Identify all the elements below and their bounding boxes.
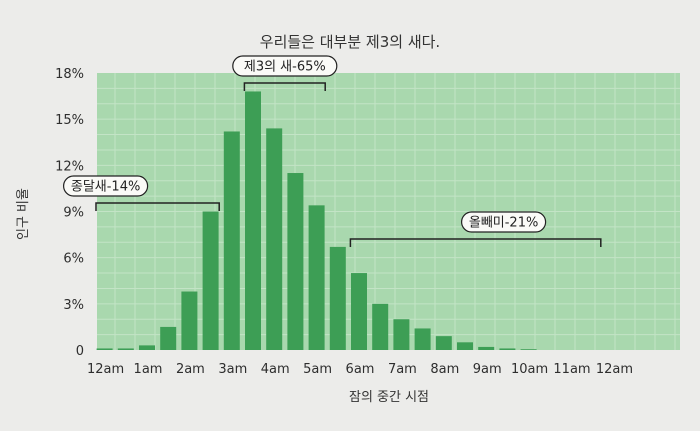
bar [414, 328, 431, 350]
bar [96, 348, 113, 350]
y-tick-label: 3% [63, 298, 84, 313]
bar [117, 348, 134, 350]
x-tick-label: 9am [473, 362, 502, 377]
y-axis-label: 인구 비율 [16, 188, 31, 240]
bracket-label-box [232, 55, 338, 77]
x-tick-label: 2am [176, 362, 205, 377]
bar [478, 346, 495, 350]
x-tick-label: 12am [596, 362, 633, 377]
bar [351, 273, 367, 350]
bracket-label-box [62, 175, 149, 197]
x-tick-label: 12am [87, 362, 124, 377]
bar [457, 342, 473, 350]
x-axis-label: 잠의 중간 시점 [349, 390, 429, 405]
x-tick-label: 11am [553, 362, 590, 377]
x-tick-label: 5am [303, 362, 332, 377]
bar [287, 173, 304, 350]
bar [372, 303, 389, 350]
x-tick-label: 8am [430, 362, 459, 377]
bar [329, 246, 346, 350]
x-tick-label: 7am [388, 362, 417, 377]
bar [266, 128, 283, 350]
bracket-label-box [461, 211, 547, 233]
bar [223, 131, 240, 350]
bracket-label: 제3의 새-65% [244, 60, 326, 75]
y-tick-label: 12% [55, 159, 84, 174]
bar [499, 348, 516, 350]
bar [393, 319, 410, 350]
bars [96, 91, 537, 350]
x-tick-label: 4am [261, 362, 290, 377]
bracket-line [349, 238, 602, 247]
y-tick-label: 6% [63, 252, 84, 267]
y-tick-label: 0 [76, 344, 84, 359]
bar [520, 349, 537, 350]
bar [202, 211, 219, 350]
bar [160, 326, 177, 350]
bracket-annotations: 종달새-14% 제3의 새-65% 올빼미-21% [62, 55, 602, 247]
x-tick-label: 3am [218, 362, 247, 377]
y-tick-label: 9% [63, 206, 84, 221]
x-tick-label: 1am [134, 362, 163, 377]
bracket-label: 올빼미-21% [469, 216, 538, 231]
bracket-line [95, 202, 220, 211]
bracket-label: 종달새-14% [71, 180, 140, 195]
y-tick-label: 18% [55, 67, 84, 82]
y-tick-label: 15% [55, 113, 84, 128]
bar [308, 205, 325, 350]
bar [245, 91, 261, 350]
x-tick-label: 6am [346, 362, 375, 377]
bar [139, 345, 155, 350]
bar [181, 291, 198, 350]
x-tick-label: 10am [511, 362, 548, 377]
y-tick-labels: 0 3% 6% 9% 12% 15% 18% [55, 67, 84, 359]
x-tick-labels: 12am 1am 2am 3am 4am 5am 6am 7am 8am 9am 10am 11am 1… [87, 362, 633, 377]
bracket-line [243, 82, 326, 91]
bar [435, 336, 452, 350]
chart-title: 우리들은 대부분 제3의 새다. [260, 33, 440, 51]
